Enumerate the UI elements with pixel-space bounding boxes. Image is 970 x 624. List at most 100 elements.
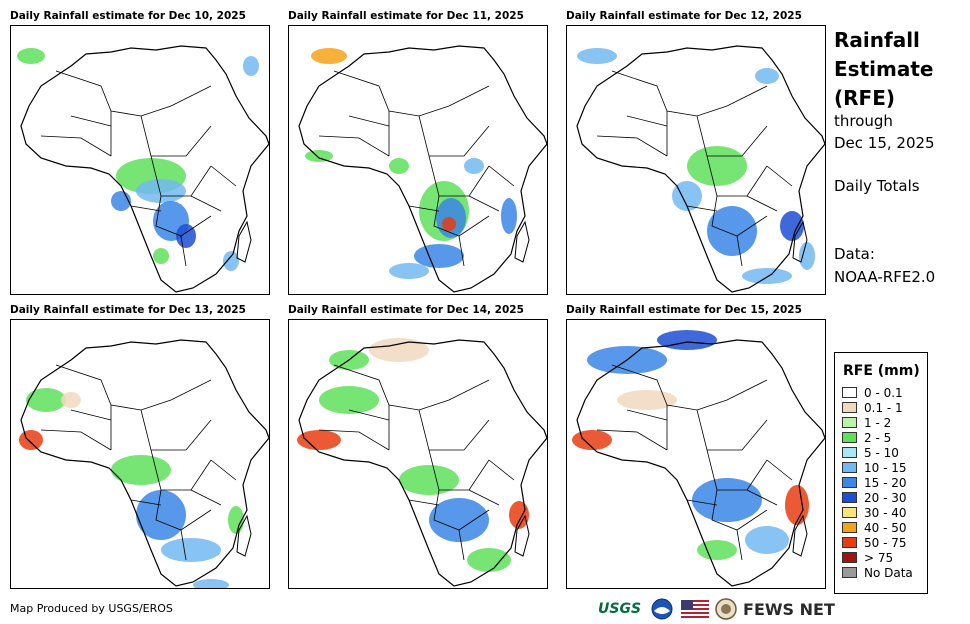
rainfall-area	[228, 506, 244, 534]
daily-totals-label: Daily Totals	[834, 177, 920, 195]
legend-swatch	[842, 417, 857, 428]
legend-label: No Data	[864, 565, 913, 580]
legend-swatch	[842, 507, 857, 518]
rainfall-area	[319, 386, 379, 414]
legend-swatch	[842, 492, 857, 503]
coastline	[20, 45, 269, 293]
rainfall-area	[577, 48, 617, 64]
through-date: through Dec 15, 2025	[834, 110, 935, 154]
legend-item: No Data	[842, 565, 927, 580]
madagascar	[236, 220, 252, 263]
rainfall-area	[742, 268, 792, 284]
legend-swatch	[842, 477, 857, 488]
rainfall-area	[697, 540, 737, 560]
rainfall-map-panel-dec12: Daily Rainfall estimate for Dec 12, 2025	[566, 10, 826, 304]
rainfall-area	[509, 501, 529, 529]
rainfall-map	[288, 25, 548, 295]
rainfall-area	[780, 211, 804, 241]
noaa-logo-icon	[651, 598, 673, 620]
rainfall-area	[572, 430, 612, 450]
madagascar	[792, 514, 808, 557]
data-source: Data: NOAA-RFE2.0	[834, 243, 935, 289]
rainfall-map-panel-dec14: Daily Rainfall estimate for Dec 14, 2025	[288, 304, 548, 598]
madagascar	[514, 514, 530, 557]
end-date: Dec 15, 2025	[834, 134, 935, 152]
legend-label: 0 - 0.1	[864, 385, 903, 400]
legend-swatch	[842, 402, 857, 413]
rainfall-area	[755, 68, 779, 84]
rainfall-map	[566, 319, 826, 589]
product-title: Rainfall Estimate (RFE)	[834, 26, 933, 113]
rainfall-area	[369, 338, 429, 362]
africa-map	[19, 339, 269, 588]
legend-label: 5 - 10	[864, 445, 899, 460]
rainfall-area	[136, 490, 186, 540]
panel-title: Daily Rainfall estimate for Dec 15, 2025	[566, 304, 802, 316]
fews-net-logo: FEWS NET	[743, 599, 835, 619]
legend-item: 10 - 15	[842, 460, 927, 475]
rainfall-area	[311, 48, 347, 64]
rainfall-area	[243, 56, 259, 76]
rainfall-area	[136, 179, 186, 203]
legend-swatch	[842, 522, 857, 533]
rainfall-map-panel-dec11: Daily Rainfall estimate for Dec 11, 2025	[288, 10, 548, 304]
legend-title: RFE (mm)	[843, 363, 920, 379]
africa-map	[17, 45, 269, 293]
africa-map	[298, 45, 547, 293]
rainfall-area	[19, 430, 43, 450]
usgs-logo: USGS	[598, 601, 642, 617]
us-flag-icon	[681, 600, 710, 618]
coastline	[20, 339, 269, 587]
legend-item: 2 - 5	[842, 430, 927, 445]
legend-label: > 75	[864, 550, 894, 565]
rainfall-map-panel-dec10: Daily Rainfall estimate for Dec 10, 2025	[10, 10, 270, 304]
rainfall-area	[223, 251, 239, 271]
rainfall-area	[467, 548, 511, 572]
panel-title: Daily Rainfall estimate for Dec 11, 2025	[288, 10, 524, 22]
rainfall-area	[61, 392, 81, 408]
rainfall-area	[672, 181, 702, 211]
legend-item: 50 - 75	[842, 535, 927, 550]
rainfall-area	[799, 242, 815, 270]
africa-landmass	[299, 46, 547, 292]
country-borders	[318, 364, 515, 561]
legend-swatch	[842, 567, 857, 578]
rainfall-area	[785, 485, 809, 525]
rainfall-area	[745, 526, 789, 554]
country-borders	[318, 70, 515, 267]
rainfall-map	[566, 25, 826, 295]
panel-title: Daily Rainfall estimate for Dec 10, 2025	[10, 10, 246, 22]
rainfall-map	[10, 319, 270, 589]
panel-title: Daily Rainfall estimate for Dec 14, 2025	[288, 304, 524, 316]
title-line: (RFE)	[834, 86, 896, 110]
data-label: Data:	[834, 245, 875, 263]
legend-swatch	[842, 432, 857, 443]
legend-label: 1 - 2	[864, 415, 892, 430]
rainfall-area	[389, 263, 429, 279]
rainfall-area	[617, 390, 677, 410]
africa-map	[576, 45, 825, 293]
rainfall-area	[442, 217, 456, 231]
legend-label: 30 - 40	[864, 505, 907, 520]
rainfall-area	[297, 430, 341, 450]
panel-title: Daily Rainfall estimate for Dec 13, 2025	[10, 304, 246, 316]
country-borders	[40, 70, 237, 267]
legend-item: 0.1 - 1	[842, 400, 927, 415]
legend-label: 20 - 30	[864, 490, 907, 505]
africa-map	[297, 338, 547, 587]
rainfall-area	[26, 388, 66, 412]
rainfall-area	[161, 538, 221, 562]
rainfall-area	[153, 248, 169, 264]
rainfall-map	[10, 25, 270, 295]
through-label: through	[834, 112, 893, 130]
data-source-name: NOAA-RFE2.0	[834, 268, 936, 286]
madagascar	[236, 514, 252, 557]
coastline	[576, 45, 825, 293]
state-department-seal-icon	[715, 598, 737, 620]
legend-swatch	[842, 537, 857, 548]
rainfall-area	[414, 244, 464, 268]
rainfall-area	[464, 158, 484, 174]
legend-item: > 75	[842, 550, 927, 565]
legend-label: 0.1 - 1	[864, 400, 903, 415]
